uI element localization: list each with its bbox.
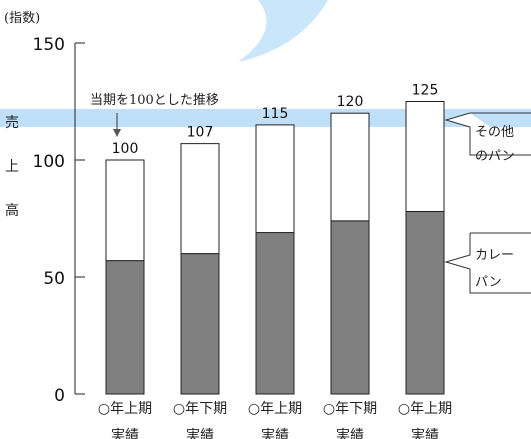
bar-segment-curry-bread <box>255 232 295 395</box>
x-tick-label: ○年上期 <box>248 401 302 417</box>
highlight-band <box>0 109 531 127</box>
y-tick-label: 100 <box>33 152 65 172</box>
legend-label: パン <box>475 275 502 290</box>
bar-segment-curry-bread <box>330 220 370 395</box>
x-tick-label: 実績 <box>336 428 364 439</box>
y-axis-title: 売上高 <box>5 115 19 219</box>
x-tick-label: 実績 <box>411 428 439 439</box>
x-tick-label: ○年下期 <box>323 401 377 417</box>
decorative-swoosh <box>238 0 328 62</box>
y-axis-unit-label: (指数) <box>4 11 40 26</box>
x-tick-label: ○年上期 <box>98 401 152 417</box>
bar-total-label: 107 <box>187 125 214 141</box>
y-axis-title-char: 高 <box>5 202 19 219</box>
bar-total-label: 115 <box>262 106 289 122</box>
y-tick-label: 0 <box>54 386 65 406</box>
y-axis-title-char: 上 <box>5 159 19 175</box>
bar-segment-other-bread <box>255 124 295 234</box>
bar-total-label: 120 <box>337 94 364 110</box>
bar-total-label: 100 <box>112 141 139 157</box>
bars <box>105 101 445 395</box>
legend-callout-box <box>444 232 531 294</box>
y-tick-label: 150 <box>33 35 65 55</box>
bar-segment-other-bread <box>330 112 370 222</box>
bar-segment-curry-bread <box>405 210 445 395</box>
x-tick-label: 実績 <box>261 428 289 439</box>
bar-segment-other-bread <box>405 101 445 212</box>
annotation: 当期を100とした推移 <box>90 93 219 137</box>
x-tick-label: ○年上期 <box>398 401 452 417</box>
bar-segment-curry-bread <box>180 253 220 395</box>
bar-segment-other-bread <box>105 159 145 262</box>
annotation-arrow-head <box>113 129 121 137</box>
y-tick-label: 50 <box>43 269 65 289</box>
legend-label: カレー <box>475 248 514 263</box>
x-tick-label: 実績 <box>186 428 214 439</box>
legend-callout-box <box>444 112 531 156</box>
bar-segment-curry-bread <box>105 260 145 395</box>
y-axis-title-char: 売 <box>5 115 19 131</box>
y-ticks: 0 50 100 150 <box>33 35 85 406</box>
legend-label: のパン <box>475 149 515 164</box>
x-tick-label: 実績 <box>111 428 139 439</box>
bar-total-label: 125 <box>412 83 439 99</box>
legend-label: その他 <box>475 125 514 140</box>
x-tick-label: ○年下期 <box>173 401 227 417</box>
bar-segment-other-bread <box>180 143 220 255</box>
annotation-text: 当期を100とした推移 <box>90 93 219 108</box>
bar-total-labels: 100 107 115 120 125 <box>112 83 439 158</box>
